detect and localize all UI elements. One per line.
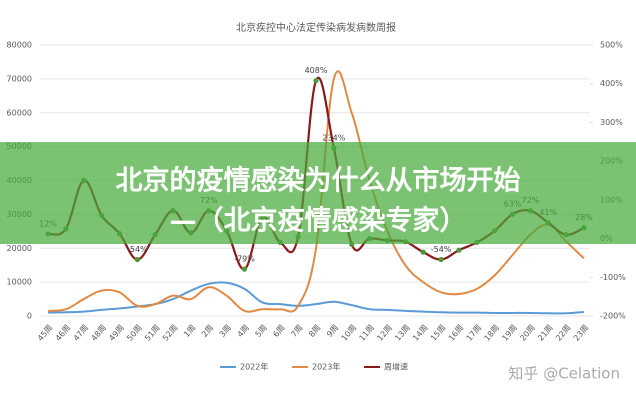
legend-label: 2023年 (312, 362, 340, 372)
legend: 2022年 2023年 周增速 (220, 362, 408, 372)
y2-tick-label: 400% (600, 79, 623, 88)
y-tick-label: 70000 (7, 74, 32, 83)
y2-tick-label: -200% (600, 312, 626, 321)
y-tick-label: 60000 (7, 108, 32, 117)
data-label: 408% (305, 66, 328, 75)
y2-tick-label: -100% (600, 273, 626, 282)
y2-tick-label: 300% (600, 118, 623, 127)
series-marker (420, 249, 426, 255)
headline: —（北京疫情感染专家） (170, 205, 467, 237)
y2-tick-label: 500% (600, 41, 623, 50)
data-label: 234% (322, 133, 345, 142)
legend-label: 2022年 (240, 362, 268, 372)
data-label: -54% (127, 245, 148, 254)
y-tick-label: 0 (27, 312, 32, 321)
legend-label: 周增速 (384, 362, 408, 372)
y-tick-label: 20000 (7, 244, 32, 253)
y-tick-label: 10000 (7, 278, 32, 287)
data-label: -79% (234, 255, 255, 264)
series-marker (241, 266, 248, 272)
data-label: -54% (431, 245, 452, 254)
series-marker (134, 256, 140, 263)
watermark: 知乎 @Celation (508, 365, 620, 383)
headline: 北京的疫情感染为什么从市场开始 (116, 165, 521, 197)
chart-title: 北京疾控中心法定传染病发病数周报 (236, 21, 396, 34)
series-marker (438, 256, 444, 263)
banner (0, 142, 636, 244)
y-tick-label: 80000 (7, 41, 32, 50)
series-marker (456, 247, 462, 253)
series-marker (313, 78, 319, 84)
